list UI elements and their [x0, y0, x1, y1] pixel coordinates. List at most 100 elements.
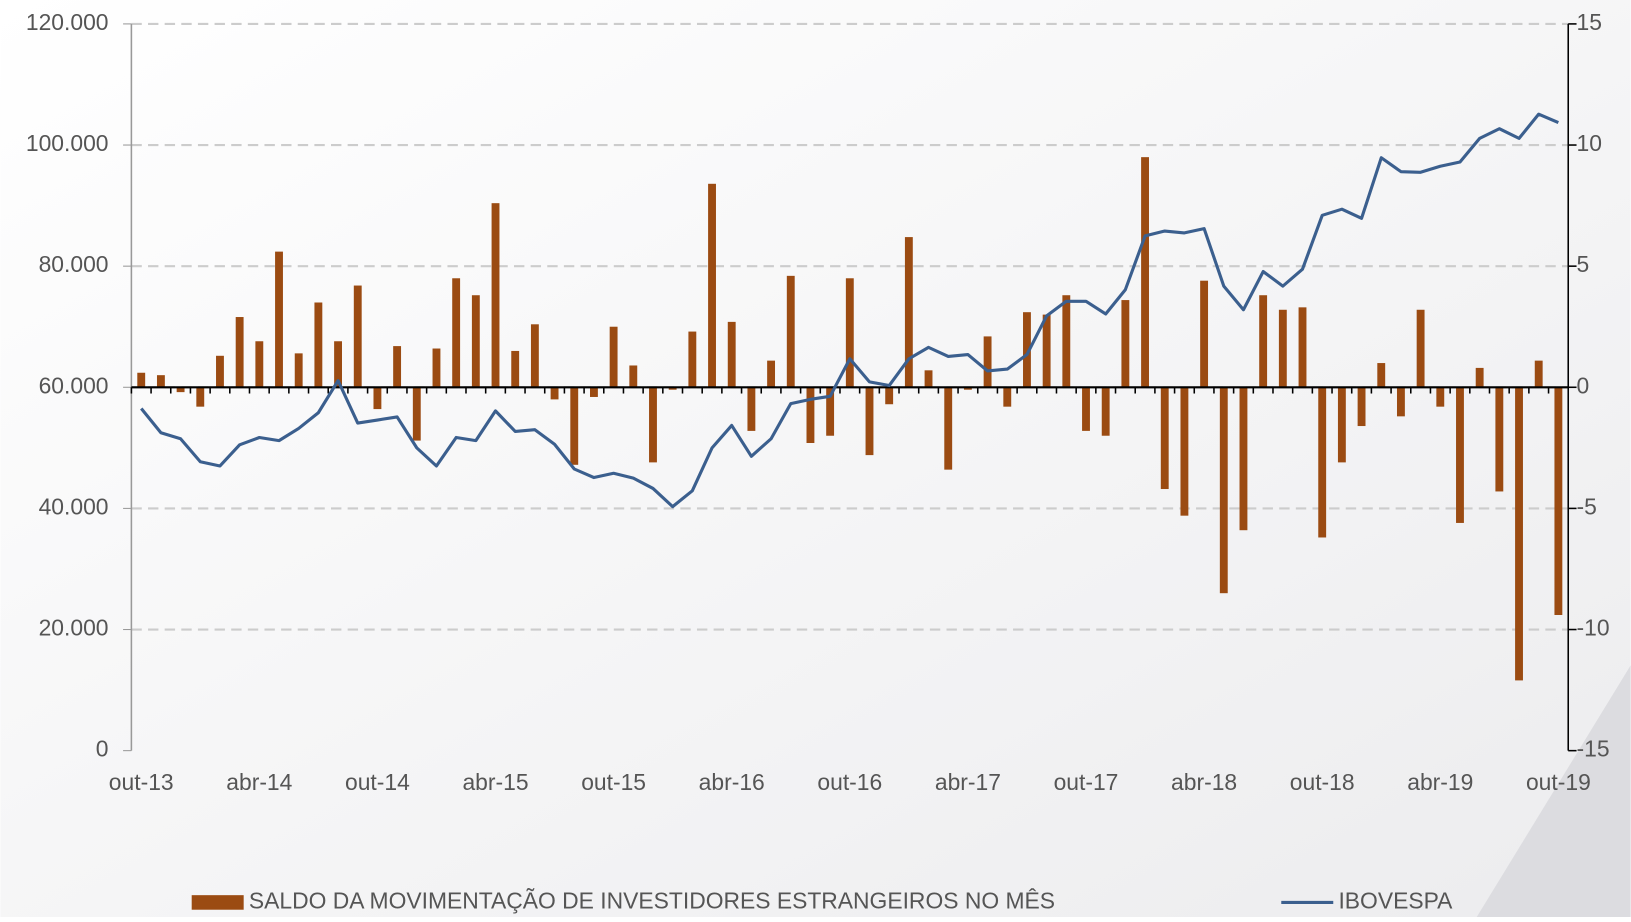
bar: [1180, 387, 1189, 516]
bar: [649, 387, 657, 463]
x-tick-label: out-17: [1054, 769, 1119, 795]
bar: [412, 387, 421, 441]
bar: [944, 387, 953, 470]
y-tick-label: 60.000: [39, 372, 109, 398]
bar: [511, 350, 520, 388]
bar: [530, 324, 539, 388]
bar: [255, 341, 264, 388]
bar: [826, 387, 835, 436]
bar: [314, 302, 323, 388]
x-tick-label: abr-18: [1171, 769, 1237, 795]
x-tick-label: out-13: [109, 769, 174, 795]
bar: [1475, 367, 1484, 388]
bar: [176, 387, 185, 393]
y-tick-label: 80.000: [39, 251, 109, 277]
bar: [196, 387, 205, 407]
bar: [708, 183, 716, 388]
bar: [589, 387, 598, 397]
bar: [1318, 387, 1327, 538]
bar: [1219, 387, 1228, 594]
x-tick-label: out-15: [581, 769, 646, 795]
bar: [1023, 312, 1031, 388]
bar: [1534, 360, 1543, 388]
x-tick-label: out-14: [345, 769, 410, 795]
x-tick-label: abr-15: [462, 769, 528, 795]
bar: [452, 278, 461, 388]
bar: [1337, 387, 1346, 463]
x-tick-label: out-19: [1526, 769, 1591, 795]
y-tick-label: 120.000: [26, 9, 109, 35]
y2-tick-label: -15: [1577, 736, 1610, 762]
bar: [845, 278, 854, 388]
bar: [865, 387, 874, 456]
bar: [1416, 309, 1425, 388]
bar: [1456, 387, 1464, 523]
bar: [727, 321, 736, 388]
bar: [786, 275, 795, 388]
bar: [904, 237, 913, 388]
bar: [629, 365, 638, 388]
bar: [1377, 363, 1386, 388]
bar: [432, 348, 441, 388]
bar: [1357, 387, 1366, 427]
bar: [1062, 295, 1071, 388]
bar: [570, 387, 579, 465]
bar: [924, 370, 933, 388]
bar: [1259, 295, 1268, 388]
bar: [983, 336, 992, 388]
y-tick-label: 20.000: [39, 615, 109, 641]
bar: [806, 387, 815, 443]
bar: [393, 346, 402, 388]
bar: [609, 326, 618, 388]
bar: [353, 285, 362, 388]
bar: [767, 360, 776, 388]
bar: [1141, 157, 1149, 388]
bar: [1042, 314, 1051, 388]
x-tick-label: abr-17: [935, 769, 1001, 795]
bar: [1278, 309, 1287, 388]
bar: [334, 341, 342, 388]
bar: [747, 387, 756, 431]
y2-tick-label: 5: [1577, 251, 1590, 277]
bar: [1082, 387, 1090, 431]
bar: [373, 387, 382, 410]
bar: [1200, 280, 1209, 388]
y-tick-label: 0: [96, 736, 109, 762]
corner-decoration: [1476, 665, 1631, 917]
line: [140, 112, 1559, 509]
bar: [216, 355, 224, 388]
bar: [156, 375, 165, 388]
bar: [1396, 387, 1405, 417]
bar: [885, 387, 894, 405]
y2-tick-label: -10: [1577, 615, 1610, 641]
bar: [471, 295, 480, 388]
bar: [550, 387, 559, 400]
x-tick-label: abr-14: [226, 769, 292, 795]
bar: [137, 372, 146, 388]
bar: [668, 387, 677, 390]
bar: [963, 387, 972, 390]
x-tick-label: out-16: [817, 769, 882, 795]
bar: [1101, 387, 1110, 436]
bar: [491, 203, 500, 388]
legend-label: SALDO DA MOVIMENTAÇÃO DE INVESTIDORES ES…: [249, 887, 1055, 913]
bar: [1515, 387, 1523, 681]
y2-tick-label: 0: [1577, 372, 1590, 398]
x-tick-label: abr-19: [1407, 769, 1473, 795]
y2-tick-label: 15: [1577, 9, 1602, 35]
bar: [1554, 387, 1563, 615]
x-tick-label: abr-16: [699, 769, 765, 795]
y-tick-label: 100.000: [26, 130, 109, 156]
bar: [1003, 387, 1012, 407]
bar: [275, 251, 283, 388]
bar: [294, 353, 303, 388]
bar: [1121, 300, 1130, 388]
y2-tick-label: 10: [1577, 130, 1602, 156]
y-tick-label: 40.000: [39, 493, 109, 519]
legend-swatch: [191, 895, 244, 910]
x-tick-label: out-18: [1290, 769, 1355, 795]
bar: [235, 317, 244, 388]
bar: [1239, 387, 1248, 531]
